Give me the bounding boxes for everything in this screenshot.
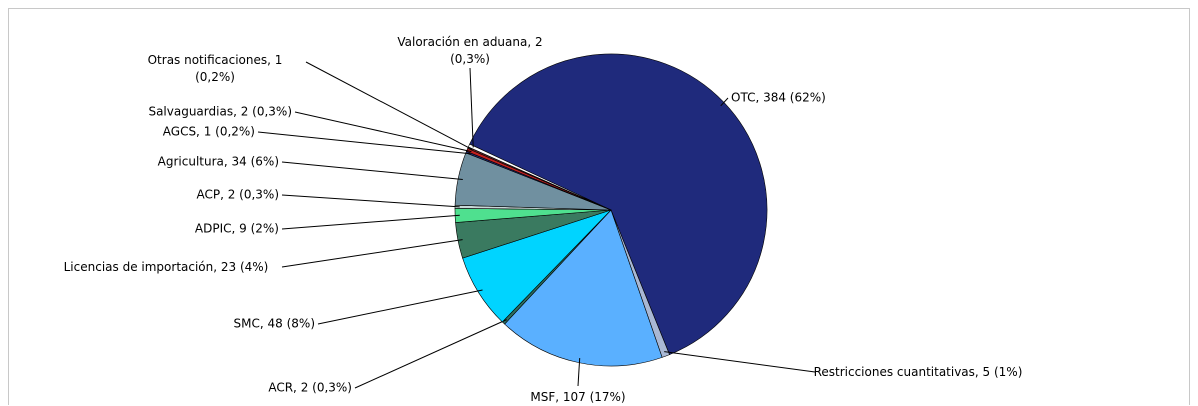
- slice-label: MSF, 107 (17%): [530, 390, 626, 404]
- slice-label: Restricciones cuantitativas, 5 (1%): [813, 365, 1023, 379]
- slice-label: ACP, 2 (0,3%): [196, 187, 279, 202]
- slice-label: ACR, 2 (0,3%): [268, 380, 352, 395]
- slice-label: Otras notificaciones, 1 (0,2%): [147, 53, 283, 84]
- leader-line: [577, 358, 581, 387]
- leader-line: [257, 131, 471, 155]
- slice-label: SMC, 48 (8%): [233, 316, 315, 331]
- leader-line: [305, 61, 473, 150]
- leader-line: [664, 351, 816, 373]
- leader-line: [720, 97, 729, 107]
- leader-line: [281, 239, 463, 268]
- leader-line: [354, 319, 507, 389]
- leader-line: [281, 194, 460, 208]
- slice-label: AGCS, 1 (0,2%): [162, 124, 255, 139]
- leader-line: [469, 67, 474, 148]
- slice-label: OTC, 384 (62%): [731, 90, 826, 105]
- chart-frame: [8, 8, 1190, 405]
- leader-line: [317, 289, 483, 325]
- pie-slice: [504, 209, 663, 367]
- leader-line: [294, 111, 472, 153]
- slice-label: ADPIC, 9 (2%): [194, 221, 279, 236]
- slice-label: Valoración en aduana, 2 (0,3%): [397, 35, 543, 66]
- leader-line: [281, 161, 463, 180]
- slice-label: Salvaguardias, 2 (0,3%): [148, 104, 292, 119]
- leader-line: [281, 214, 460, 230]
- slice-label: Licencias de importación, 23 (4%): [63, 260, 269, 274]
- slice-label: Agricultura, 34 (6%): [157, 154, 279, 169]
- pie-slice: [467, 143, 612, 211]
